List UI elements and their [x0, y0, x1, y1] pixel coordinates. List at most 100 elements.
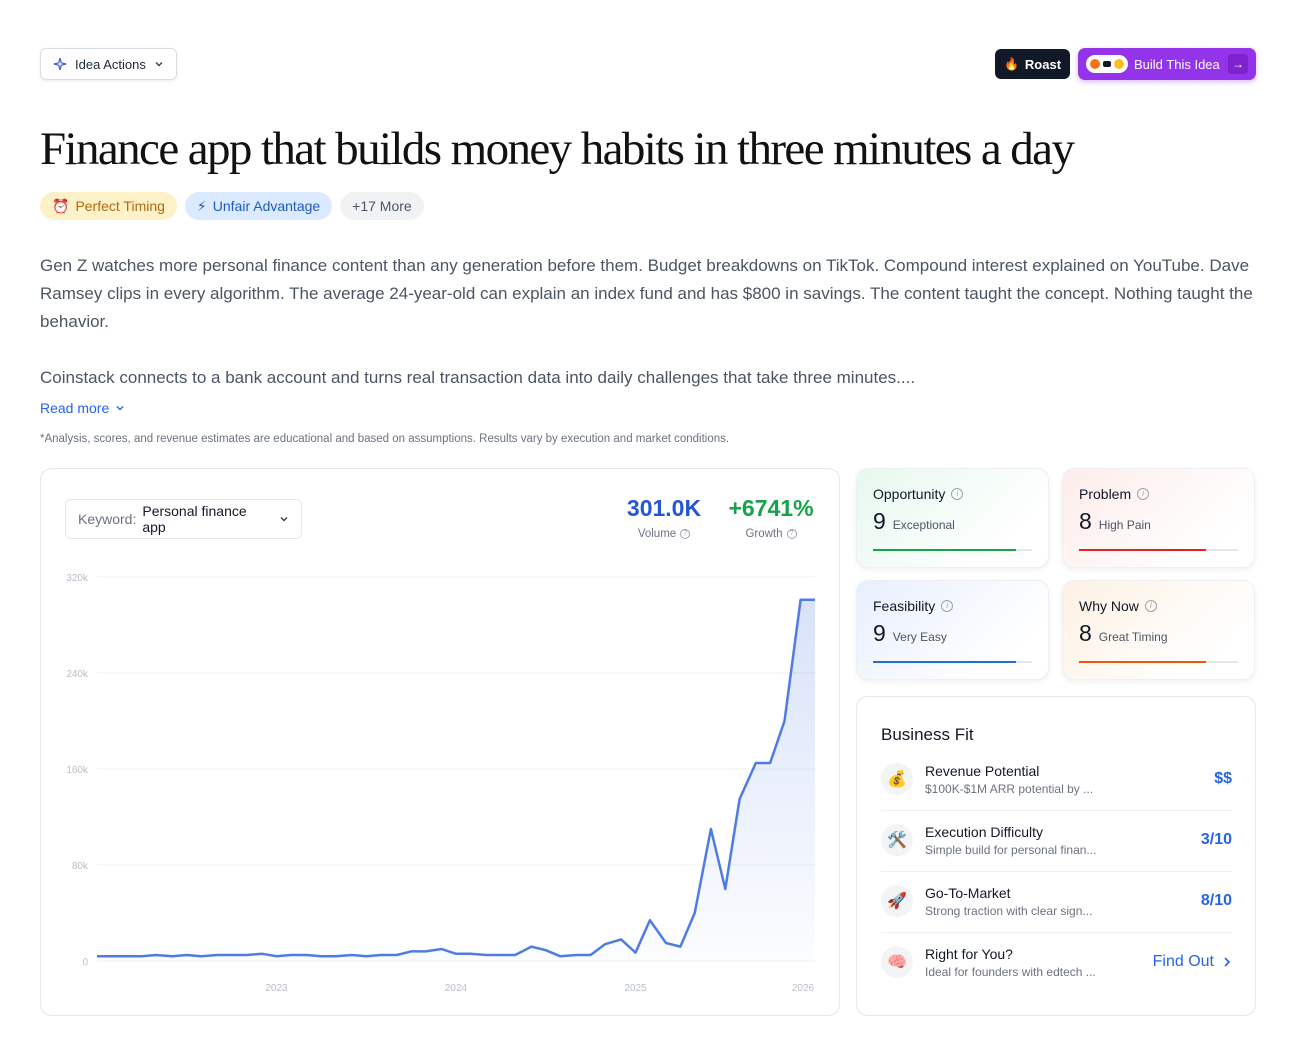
info-icon[interactable]: i: [1137, 488, 1150, 500]
row-desc: Simple build for personal finan...: [925, 842, 1097, 857]
row-desc: $100K-$1M ARR potential by ...: [925, 781, 1094, 796]
business-fit-row-execution[interactable]: 🛠️ Execution Difficulty Simple build for…: [881, 810, 1232, 870]
info-icon[interactable]: i: [941, 600, 954, 612]
business-fit-row-right-for-you[interactable]: 🧠 Right for You? Ideal for founders with…: [881, 932, 1232, 992]
keyword-select[interactable]: Keyword: Personal finance app: [65, 499, 302, 539]
data-point[interactable]: [495, 949, 507, 961]
data-point[interactable]: [554, 950, 566, 962]
read-more-link[interactable]: Read more: [40, 400, 125, 416]
y-tick-label: 160k: [66, 765, 89, 776]
data-point[interactable]: [585, 949, 597, 961]
build-this-idea-button[interactable]: Build This Idea →: [1078, 48, 1256, 80]
business-fit-row-revenue[interactable]: 💰 Revenue Potential $100K-$1M ARR potent…: [881, 749, 1232, 809]
score-value: 9: [873, 620, 886, 646]
data-point[interactable]: [436, 943, 448, 955]
data-point[interactable]: [734, 793, 746, 805]
data-point[interactable]: [599, 938, 611, 950]
data-point[interactable]: [285, 949, 297, 961]
help-icon[interactable]: ?: [786, 529, 797, 539]
data-point[interactable]: [240, 949, 252, 961]
tag-unfair-advantage[interactable]: ⚡ Unfair Advantage: [184, 192, 333, 220]
find-out-link[interactable]: Find Out: [1153, 953, 1232, 971]
business-fit-title: Business Fit: [881, 725, 974, 744]
data-point[interactable]: [570, 949, 582, 961]
data-point[interactable]: [271, 950, 283, 962]
data-point[interactable]: [644, 914, 656, 926]
data-point[interactable]: [779, 715, 791, 727]
data-point[interactable]: [481, 949, 493, 961]
find-out-label: Find Out: [1152, 953, 1214, 970]
data-point[interactable]: [315, 950, 327, 962]
data-point[interactable]: [330, 950, 342, 962]
data-point[interactable]: [226, 949, 238, 961]
data-point[interactable]: [405, 945, 417, 957]
data-point[interactable]: [420, 945, 432, 957]
divider: [881, 932, 1232, 933]
data-point[interactable]: [464, 948, 476, 960]
data-point[interactable]: [705, 823, 717, 835]
data-point[interactable]: [509, 949, 521, 961]
data-point[interactable]: [674, 941, 686, 953]
opportunity-score-card[interactable]: Opportunity i 9 Exceptional: [856, 468, 1049, 568]
info-icon[interactable]: i: [951, 488, 964, 500]
data-point[interactable]: [256, 948, 268, 960]
data-point[interactable]: [630, 947, 642, 959]
data-point[interactable]: [809, 594, 821, 606]
partner-logos-icon: [1086, 55, 1128, 73]
tag-list: ⏰ Perfect Timing ⚡ Unfair Advantage +17 …: [40, 192, 424, 220]
data-point[interactable]: [150, 949, 162, 961]
data-point[interactable]: [122, 950, 134, 962]
chevron-down-icon: [116, 406, 124, 411]
row-title: Revenue Potential: [925, 762, 1040, 779]
data-point[interactable]: [166, 950, 178, 962]
business-fit-card: Business Fit 💰 Revenue Potential $100K-$…: [856, 696, 1256, 1016]
growth-label: Growth: [745, 528, 783, 540]
data-point[interactable]: [91, 950, 103, 962]
data-point[interactable]: [181, 949, 193, 961]
data-point[interactable]: [525, 941, 537, 953]
data-point[interactable]: [346, 949, 358, 961]
keyword-value: Personal finance app: [142, 503, 247, 535]
row-value: $$: [1214, 770, 1232, 787]
score-value: 8: [1079, 508, 1092, 534]
idea-actions-button[interactable]: Idea Actions: [40, 48, 177, 80]
feasibility-score-card[interactable]: Feasibility i 9 Very Easy: [856, 580, 1049, 680]
info-icon[interactable]: i: [1144, 600, 1157, 612]
data-point[interactable]: [391, 949, 403, 961]
disclaimer: *Analysis, scores, and revenue estimates…: [40, 433, 730, 445]
row-desc: Strong traction with clear sign...: [925, 903, 1093, 918]
data-point[interactable]: [360, 950, 372, 962]
data-point[interactable]: [450, 948, 462, 960]
data-point[interactable]: [795, 594, 807, 606]
chevron-down-icon: [280, 517, 288, 522]
data-point[interactable]: [540, 944, 552, 956]
data-point[interactable]: [719, 883, 731, 895]
data-point[interactable]: [105, 950, 117, 962]
problem-score-card[interactable]: Problem i 8 High Pain: [1062, 468, 1255, 568]
x-tick-label: 2023: [265, 983, 288, 994]
tag-perfect-timing[interactable]: ⏰ Perfect Timing: [40, 192, 177, 220]
row-desc: Ideal for founders with edtech ...: [925, 964, 1096, 979]
why-now-score-card[interactable]: Why Now i 8 Great Timing: [1062, 580, 1255, 680]
data-point[interactable]: [301, 949, 313, 961]
score-name: Opportunity: [873, 486, 946, 502]
trend-chart-card: 0 80k 160k 240k 320k 2023 2024 2025 2026 Keyword…: [40, 468, 840, 1016]
divider: [881, 810, 1232, 811]
tag-more[interactable]: +17 More: [340, 192, 424, 220]
business-fit-row-gtm[interactable]: 🚀 Go-To-Market Strong traction with clea…: [881, 871, 1232, 931]
x-tick-label: 2024: [445, 983, 468, 994]
data-point[interactable]: [750, 757, 762, 769]
data-point[interactable]: [136, 950, 148, 962]
data-point[interactable]: [375, 949, 387, 961]
volume-value: 301.0K: [626, 495, 702, 521]
data-point[interactable]: [211, 949, 223, 961]
chevron-right-icon: [1224, 957, 1231, 967]
data-point[interactable]: [615, 933, 627, 945]
data-point[interactable]: [764, 757, 776, 769]
data-point[interactable]: [689, 907, 701, 919]
score-track: [873, 661, 1032, 663]
help-icon[interactable]: ?: [680, 529, 691, 539]
data-point[interactable]: [660, 937, 672, 949]
data-point[interactable]: [195, 950, 207, 962]
roast-button[interactable]: 🔥 Roast: [995, 49, 1070, 79]
